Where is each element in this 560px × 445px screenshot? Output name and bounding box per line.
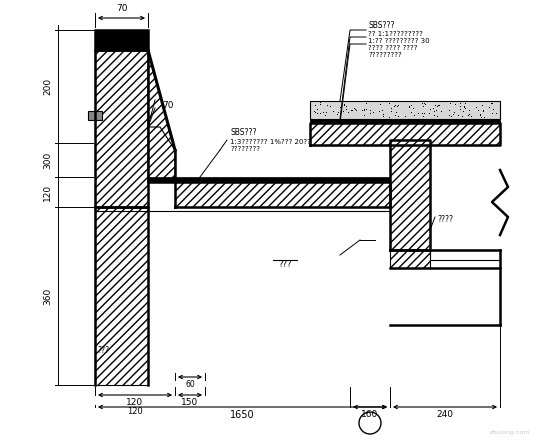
- Bar: [88, 111, 102, 120]
- Text: ????????: ????????: [230, 146, 260, 152]
- Text: 120: 120: [127, 407, 143, 416]
- Polygon shape: [390, 250, 430, 268]
- Polygon shape: [175, 182, 390, 207]
- Text: 160: 160: [361, 410, 379, 419]
- Polygon shape: [310, 123, 500, 145]
- Text: ????: ????: [437, 215, 453, 224]
- Bar: [310, 119, 500, 123]
- Text: ???? ???? ????: ???? ???? ????: [368, 45, 418, 51]
- Text: zhulong.com: zhulong.com: [489, 430, 530, 435]
- Text: SBS???: SBS???: [230, 128, 256, 137]
- Text: 120: 120: [127, 398, 143, 407]
- Polygon shape: [95, 50, 148, 207]
- Polygon shape: [390, 140, 430, 250]
- Bar: [310, 101, 500, 119]
- Text: ?? 1:1?????????: ?? 1:1?????????: [368, 31, 423, 37]
- Text: 60: 60: [185, 380, 195, 389]
- Text: 200: 200: [43, 78, 52, 95]
- Text: 70: 70: [162, 101, 174, 109]
- Text: SBS???: SBS???: [368, 21, 394, 30]
- Text: 150: 150: [181, 398, 199, 407]
- Bar: [148, 177, 390, 182]
- Text: ?????????: ?????????: [368, 52, 402, 58]
- Text: ???: ???: [278, 260, 292, 269]
- Text: 120: 120: [43, 183, 52, 201]
- Text: 1650: 1650: [230, 410, 255, 420]
- Polygon shape: [95, 207, 148, 385]
- Text: 360: 360: [43, 287, 52, 305]
- Polygon shape: [148, 50, 175, 182]
- Bar: [95, 30, 148, 50]
- Text: 1:3??????? 1%??? 20??: 1:3??????? 1%??? 20??: [230, 139, 311, 145]
- Text: 1:?? ????????? 30: 1:?? ????????? 30: [368, 38, 430, 44]
- Text: 70: 70: [116, 4, 127, 13]
- Text: 300: 300: [43, 151, 52, 169]
- Text: ???: ???: [97, 346, 109, 355]
- Text: 240: 240: [436, 410, 454, 419]
